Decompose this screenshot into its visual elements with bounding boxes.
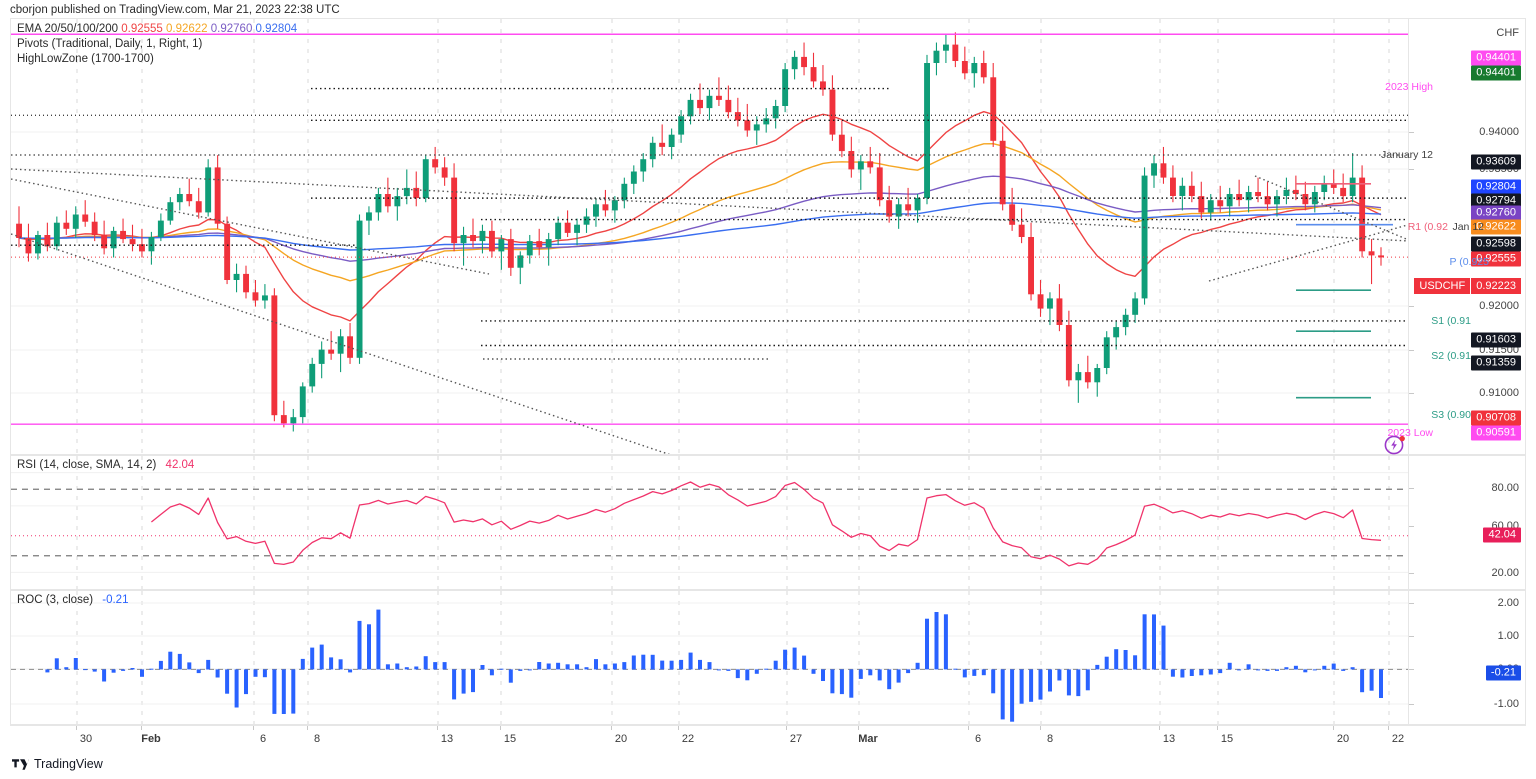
plot-label-7: S3 (0.90 bbox=[1431, 409, 1471, 421]
roc-tick-mark-2 bbox=[1409, 669, 1414, 670]
last-price-tag[interactable]: USDCHF 0.92223 bbox=[1414, 278, 1521, 294]
price-tick-0: 0.94000 bbox=[1479, 126, 1519, 138]
price-tick-2: 0.92000 bbox=[1479, 300, 1519, 312]
time-label-15: 22 bbox=[1391, 733, 1405, 745]
tradingview-logo-text: TradingView bbox=[34, 757, 103, 771]
price-axis[interactable]: CHF 0.940000.935000.920000.915000.910000… bbox=[1408, 19, 1525, 454]
price-tick-mark-0 bbox=[1409, 132, 1414, 133]
time-tick-13 bbox=[1217, 726, 1218, 730]
price-tick-mark-3 bbox=[1409, 350, 1414, 351]
time-label-12: 13 bbox=[1162, 733, 1176, 745]
time-tick-11 bbox=[1040, 726, 1041, 730]
price-tag-red-8[interactable]: 0.92555 bbox=[1471, 251, 1521, 267]
price-tag-blue-3[interactable]: 0.92804 bbox=[1471, 179, 1521, 195]
time-tick-4 bbox=[437, 726, 438, 730]
time-label-0: 30 bbox=[79, 733, 93, 745]
price-tag-magenta-12[interactable]: 0.90591 bbox=[1471, 425, 1521, 441]
price-tag-black-7[interactable]: 0.92598 bbox=[1471, 236, 1521, 252]
roc-tick-1: 1.00 bbox=[1497, 630, 1519, 642]
time-tick-12 bbox=[1159, 726, 1160, 730]
time-tick-8 bbox=[786, 726, 787, 730]
price-tick-mark-1 bbox=[1409, 169, 1414, 170]
price-tick-mark-4 bbox=[1409, 393, 1414, 394]
rsi-pane[interactable]: 80.00 60.00 20.00 42.04 RSI (14, close, SMA… bbox=[10, 455, 1526, 590]
time-label-9: Mar bbox=[858, 733, 878, 745]
roc-axis[interactable]: 2.001.000.00-1.00-0.21 bbox=[1408, 591, 1525, 724]
rsi-axis[interactable]: 80.00 60.00 20.00 42.04 bbox=[1408, 456, 1525, 589]
lightning-alert-icon[interactable] bbox=[1383, 432, 1407, 456]
price-tag-black-10[interactable]: 0.91359 bbox=[1471, 355, 1521, 371]
time-tick-1 bbox=[141, 726, 142, 730]
rsi-value-tag[interactable]: 42.04 bbox=[1483, 527, 1521, 543]
price-plot-area[interactable] bbox=[11, 19, 1409, 454]
price-tag-black-2[interactable]: 0.93609 bbox=[1471, 154, 1521, 170]
plot-label-8: 2023 Low bbox=[1387, 427, 1433, 439]
time-tick-0 bbox=[76, 726, 77, 730]
price-tag-orange-6[interactable]: 0.92622 bbox=[1471, 219, 1521, 235]
roc-plot-area[interactable] bbox=[11, 591, 1409, 724]
time-label-11: 8 bbox=[1046, 733, 1054, 745]
last-price-value: 0.92223 bbox=[1470, 278, 1521, 294]
time-label-7: 22 bbox=[681, 733, 695, 745]
time-label-14: 20 bbox=[1336, 733, 1350, 745]
plot-label-2: R1 (0.92 bbox=[1407, 221, 1448, 233]
roc-tick-mark-1 bbox=[1409, 636, 1414, 637]
price-tag-black-4[interactable]: 0.92794 bbox=[1471, 193, 1521, 209]
plot-label-4: P (0.925 bbox=[1449, 256, 1489, 268]
tradingview-logo-icon bbox=[12, 758, 29, 770]
plot-label-1: January 12 bbox=[1381, 149, 1433, 161]
time-label-8: 27 bbox=[789, 733, 803, 745]
roc-tick-0: 2.00 bbox=[1497, 597, 1519, 609]
time-tick-10 bbox=[968, 726, 969, 730]
price-tag-green-1[interactable]: 0.94401 bbox=[1471, 65, 1521, 81]
price-axis-title: CHF bbox=[1496, 27, 1519, 39]
time-label-3: 8 bbox=[313, 733, 321, 745]
attribution-text: cborjon published on TradingView.com, Ma… bbox=[10, 4, 340, 16]
rsi-plot-area[interactable] bbox=[11, 456, 1409, 589]
last-price-symbol: USDCHF bbox=[1414, 278, 1471, 294]
price-tick-mark-2 bbox=[1409, 306, 1414, 307]
tradingview-branding[interactable]: TradingView bbox=[12, 757, 103, 771]
price-pane[interactable]: CHF 0.940000.935000.920000.915000.910000… bbox=[10, 18, 1526, 455]
roc-tick-mark-0 bbox=[1409, 603, 1414, 604]
plot-label-6: S2 (0.91 bbox=[1431, 350, 1471, 362]
price-tag-purple-5[interactable]: 0.92760 bbox=[1471, 205, 1521, 221]
time-label-2: 6 bbox=[259, 733, 267, 745]
time-tick-14 bbox=[1333, 726, 1334, 730]
rsi-tick-mark-0 bbox=[1409, 488, 1414, 489]
rsi-tick-mark-1 bbox=[1409, 526, 1414, 527]
time-label-5: 15 bbox=[503, 733, 517, 745]
plot-label-3: Jan 12 bbox=[1452, 221, 1484, 233]
time-tick-7 bbox=[678, 726, 679, 730]
time-axis[interactable]: 30 Feb 6 8 13 15 20 22 27 Mar 6 8 13 15 20 22 bbox=[10, 725, 1526, 753]
price-tag-magenta-0[interactable]: 0.94401 bbox=[1471, 50, 1521, 66]
roc-tick-mark-3 bbox=[1409, 704, 1414, 705]
time-label-1: Feb bbox=[141, 733, 161, 745]
time-tick-15 bbox=[1388, 726, 1389, 730]
time-tick-2 bbox=[253, 726, 254, 730]
time-label-4: 13 bbox=[440, 733, 454, 745]
price-tag-red-11[interactable]: 0.90708 bbox=[1471, 410, 1521, 426]
time-tick-9 bbox=[858, 726, 859, 730]
roc-tick-3: -1.00 bbox=[1493, 698, 1519, 710]
plot-label-5: S1 (0.91 bbox=[1431, 315, 1471, 327]
time-label-10: 6 bbox=[974, 733, 982, 745]
rsi-tick-2: 20.00 bbox=[1491, 567, 1519, 579]
roc-value-tag[interactable]: -0.21 bbox=[1485, 665, 1521, 681]
price-tag-black-9[interactable]: 0.91603 bbox=[1471, 332, 1521, 348]
plot-label-0: 2023 High bbox=[1385, 81, 1433, 93]
price-tick-4: 0.91000 bbox=[1479, 387, 1519, 399]
rsi-tick-0: 80.00 bbox=[1491, 482, 1519, 494]
time-tick-6 bbox=[611, 726, 612, 730]
rsi-tick-mark-2 bbox=[1409, 573, 1414, 574]
time-tick-3 bbox=[307, 726, 308, 730]
time-label-6: 20 bbox=[614, 733, 628, 745]
time-tick-5 bbox=[500, 726, 501, 730]
roc-pane[interactable]: 2.001.000.00-1.00-0.21 ROC (3, close) -0… bbox=[10, 590, 1526, 725]
time-label-13: 15 bbox=[1220, 733, 1234, 745]
